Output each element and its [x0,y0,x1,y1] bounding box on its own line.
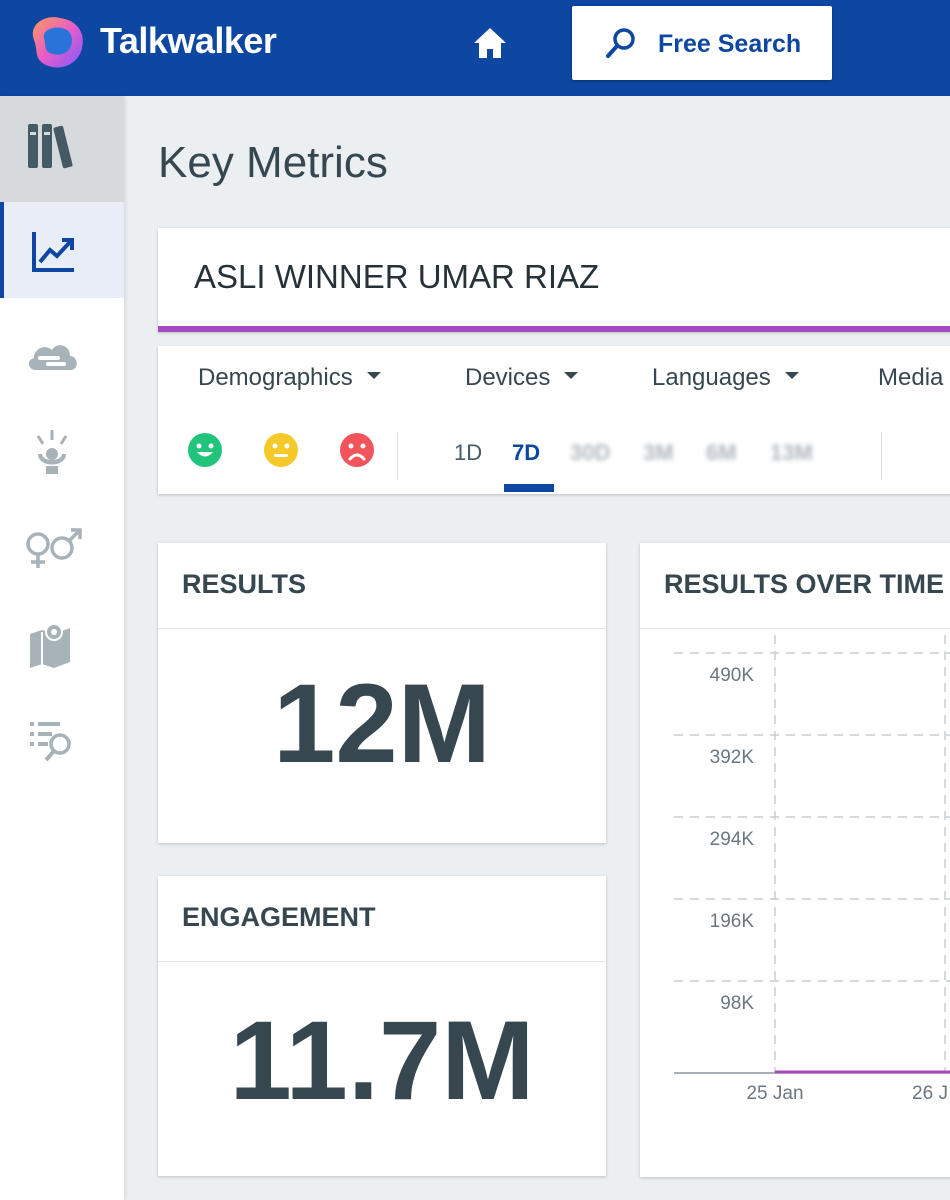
period-30d[interactable]: 30D [570,440,611,465]
period-13m[interactable]: 13M [770,440,813,465]
card-header: RESULTS OVER TIME [640,543,950,629]
library-icon [28,124,73,169]
sidebar-item-results-list[interactable] [0,690,124,786]
demographics-dropdown[interactable]: Demographics [198,364,381,392]
y-tick-label: 490K [710,665,755,686]
happy-face-icon [188,433,222,467]
y-tick-label: 294K [710,829,755,850]
free-search-button[interactable]: Free Search [572,6,832,80]
divider [881,432,882,480]
card-header: ENGAGEMENT [158,876,606,962]
cloud-icon [28,345,77,370]
influencer-icon [36,430,68,474]
results-label: RESULTS [182,569,307,599]
gender-icon [26,528,82,568]
sidebar-item-cloud[interactable] [0,306,124,402]
devices-dropdown[interactable]: Devices [465,364,579,392]
divider [397,432,398,480]
query-title: ASLI WINNER UMAR RIAZ [194,258,600,295]
period-1d[interactable]: 1D [454,440,483,465]
results-over-time-chart[interactable]: 490K 392K 294K 196K 98K 25 Jan 26 J [640,629,950,1177]
caret-down-icon [784,372,799,380]
x-tick-label: 26 J [912,1083,948,1104]
media-dropdown[interactable]: Media [878,364,943,392]
dropdown-label: Devices [465,364,551,391]
talkwalker-logo-icon[interactable] [24,10,90,74]
active-period-indicator [504,484,554,492]
trend-chart-icon [32,232,74,272]
engagement-label: ENGAGEMENT [182,902,376,932]
period-6m[interactable]: 6M [706,440,737,465]
y-tick-label: 98K [720,993,754,1014]
dropdown-label: Demographics [198,364,353,391]
page-title: Key Metrics [158,138,388,187]
query-card[interactable]: ASLI WINNER UMAR RIAZ [158,228,950,332]
engagement-card: ENGAGEMENT 11.7M [158,876,606,1176]
sidebar-item-map[interactable] [0,594,124,690]
dropdown-label: Languages [652,364,771,391]
search-icon [606,28,635,58]
period-3m[interactable]: 3M [643,440,674,465]
top-bar: Talkwalker Free Search [0,0,950,96]
sad-face-icon [340,433,374,467]
sidebar [0,96,124,1200]
caret-down-icon [366,372,381,380]
sidebar-item-library[interactable] [0,96,124,202]
sidebar-item-demographics[interactable] [0,498,124,594]
neutral-sentiment-button[interactable] [264,433,298,467]
free-search-label: Free Search [658,30,802,58]
results-over-time-card: RESULTS OVER TIME 490K 392K 294K 196K 98K 25 … [640,543,950,1177]
list-search-icon [30,722,71,762]
y-tick-label: 392K [710,747,755,768]
sidebar-item-key-metrics[interactable] [0,202,124,298]
languages-dropdown[interactable]: Languages [652,364,799,392]
results-card: RESULTS 12M [158,543,606,843]
period-7d[interactable]: 7D [512,440,541,465]
results-value: 12M [273,661,491,786]
sidebar-item-influencers[interactable] [0,402,124,498]
neutral-face-icon [264,433,298,467]
card-header: RESULTS [158,543,606,629]
y-tick-label: 196K [710,911,755,932]
positive-sentiment-button[interactable] [188,433,222,467]
home-icon[interactable] [470,24,510,64]
dropdown-label: Media [878,364,944,391]
chart-title: RESULTS OVER TIME [664,569,945,599]
caret-down-icon [564,372,579,380]
engagement-value: 11.7M [229,998,535,1123]
map-icon [30,623,70,668]
brand-name: Talkwalker [100,20,277,61]
filters-card: Demographics Devices Languages Media 1D … [158,346,950,494]
x-tick-label: 25 Jan [746,1083,803,1104]
negative-sentiment-button[interactable] [340,433,374,467]
